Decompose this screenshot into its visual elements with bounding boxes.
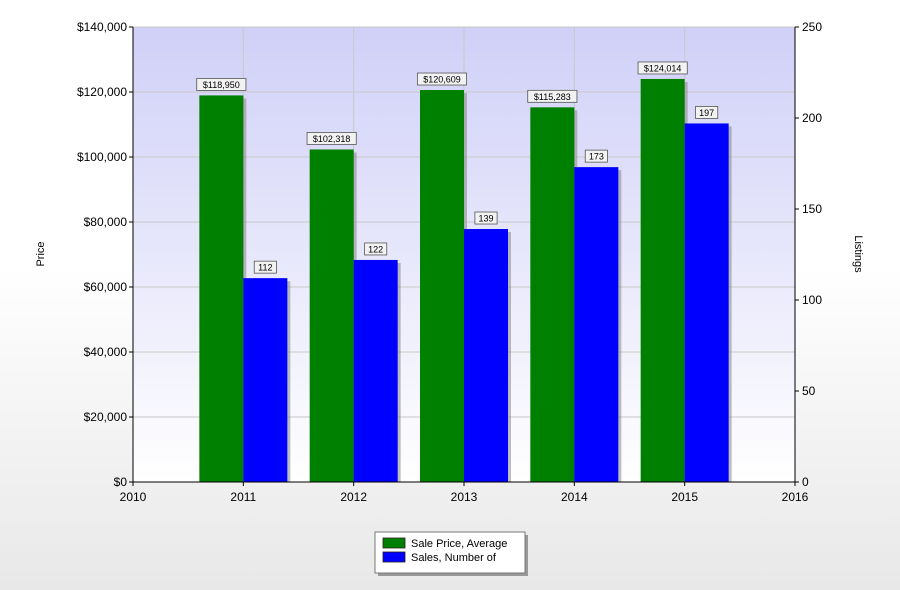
data-label-text: $118,950 <box>203 80 240 90</box>
data-label-box <box>637 61 688 75</box>
x-tick-label: 2016 <box>782 490 809 504</box>
data-label-text: 139 <box>478 214 493 224</box>
bars <box>199 78 732 483</box>
data-label-box <box>474 211 498 225</box>
y2-tick-label: 0 <box>802 475 809 489</box>
bar-sale-price-average-2012 <box>309 149 354 483</box>
bar-sales-number-of-2013 <box>464 229 508 482</box>
data-label-box <box>527 89 578 103</box>
data-label-text: 197 <box>699 108 714 118</box>
data-label-text: 122 <box>368 244 383 254</box>
x-tick-label: 2012 <box>340 490 367 504</box>
bar-sales-number-of-2011 <box>243 278 288 482</box>
legend-item: Sales, Number of <box>382 551 497 564</box>
bar-sale-price-average-2015 <box>640 78 685 482</box>
bar-sales-number-of-2014 <box>574 167 619 482</box>
bar-sale-price-average-2013 <box>420 90 464 482</box>
y-tick-label: $0 <box>114 475 128 489</box>
data-label-box <box>695 106 719 119</box>
y2-tick-label: 250 <box>802 20 822 34</box>
axes: $0 $20,000 $40,000 $60,000 $80,000 $100,000 $1… <box>77 20 822 504</box>
data-label: 112 <box>253 260 277 274</box>
data-label: $102,318 <box>306 132 357 145</box>
y-tick-label: $80,000 <box>84 215 128 229</box>
data-label-box <box>306 132 357 145</box>
y2-tick-label: 100 <box>802 293 822 307</box>
y-tick-label: $140,000 <box>77 20 127 34</box>
y-tick-label: $60,000 <box>84 280 128 294</box>
data-labels: $118,950 112 $102,318 122 $120,609 139 $115,28… <box>196 61 719 274</box>
y2-axis-title: Listings <box>852 235 864 273</box>
data-label-text: $120,609 <box>423 75 461 85</box>
data-label: 173 <box>584 149 608 163</box>
legend-label: Sales, Number of <box>411 552 497 564</box>
legend-swatch <box>382 537 406 549</box>
x-tick-label: 2013 <box>451 490 478 504</box>
x-tick-label: 2014 <box>561 490 588 504</box>
y2-tick-label: 50 <box>802 384 816 398</box>
bar-sales-number-of-2012 <box>353 259 398 482</box>
data-label: 139 <box>474 211 498 225</box>
data-label-box <box>364 242 388 256</box>
data-label: $118,950 <box>196 78 247 91</box>
x-tick-label: 2011 <box>230 490 256 504</box>
data-label: $115,283 <box>527 89 578 103</box>
data-label-text: $102,318 <box>313 134 351 144</box>
y-tick-label: $40,000 <box>84 345 128 359</box>
y-tick-label: $20,000 <box>84 410 128 424</box>
legend-label: Sale Price, Average <box>411 538 507 550</box>
data-label-box <box>196 78 247 91</box>
y-tick-label: $120,000 <box>77 85 127 99</box>
legend-item: Sale Price, Average <box>382 537 507 550</box>
data-label: 197 <box>695 106 719 119</box>
y2-tick-label: 200 <box>802 111 822 125</box>
x-tick-label: 2010 <box>120 490 147 504</box>
bar-sale-price-average-2011 <box>199 95 244 482</box>
data-label-text: $124,014 <box>644 63 682 73</box>
data-label: $120,609 <box>416 72 467 86</box>
bar-sale-price-average-2014 <box>530 107 575 482</box>
legend-swatch <box>382 551 406 563</box>
bar-sales-number-of-2015 <box>684 123 729 483</box>
data-label-box <box>584 149 608 163</box>
data-label-text: 112 <box>258 263 272 273</box>
x-tick-label: 2015 <box>671 490 698 504</box>
data-label-box <box>253 260 277 274</box>
data-label-text: $115,283 <box>534 92 571 102</box>
data-label-box <box>416 72 467 86</box>
y-tick-label: $100,000 <box>77 150 127 164</box>
y-axis-title: Price <box>35 241 47 266</box>
legend: Sale Price, Average Sales, Number of <box>374 531 528 576</box>
data-label: $124,014 <box>637 61 688 75</box>
data-label: 122 <box>364 242 388 256</box>
y2-tick-label: 150 <box>802 202 822 216</box>
data-label-text: 173 <box>589 152 604 162</box>
